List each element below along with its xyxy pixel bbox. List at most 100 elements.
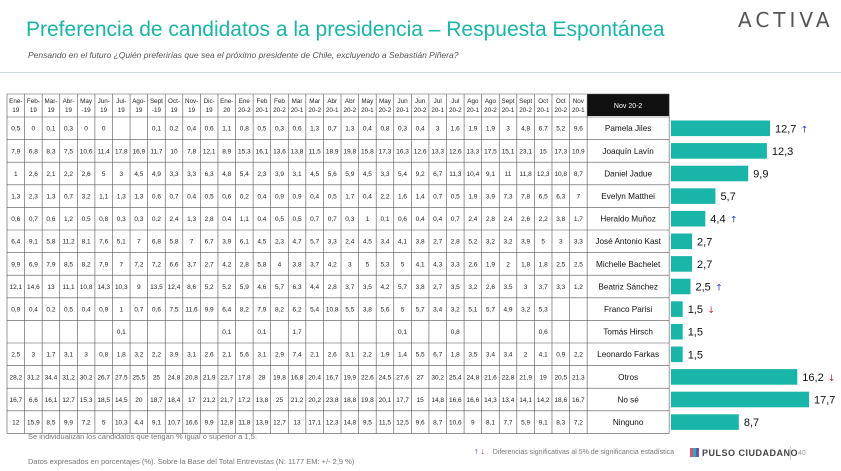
table-cell: 0: [84, 126, 88, 133]
table-cell: 4,8: [521, 126, 530, 133]
table-cell: 0,5: [64, 307, 73, 314]
table-cell: 13,8: [256, 397, 269, 404]
table-cell: 10,6: [449, 420, 462, 427]
table-cell: 5: [401, 261, 405, 268]
table-cell: 5,4: [310, 307, 319, 314]
table-cell: 0,4: [363, 126, 372, 133]
table-cell: 4,7: [293, 239, 302, 246]
table-cell: 1,8: [117, 352, 126, 359]
period-header-line2: 20-2: [414, 107, 427, 114]
table-cell: 2,6: [521, 216, 530, 223]
table-cell: 0,7: [328, 126, 337, 133]
table-cell: 6,7: [433, 352, 442, 359]
table-cell: 3: [559, 239, 563, 246]
table-cell: 3,5: [504, 284, 513, 291]
table-cell: 14,3: [97, 284, 110, 291]
table-cell: 21,6: [484, 374, 497, 381]
table-cell: 0,4: [82, 307, 91, 314]
table-cell: 1,7: [293, 329, 302, 336]
period-header-line2: 19: [188, 107, 196, 114]
table-cell: 7,2: [152, 261, 161, 268]
table-cell: 0,6: [11, 216, 20, 223]
period-header-line2: 19: [12, 107, 20, 114]
table-cell: 11,7: [150, 148, 163, 155]
table-cell: 0: [102, 126, 106, 133]
table-cell: 17,3: [379, 148, 392, 155]
table-cell: 5,5: [416, 352, 425, 359]
table-cell: 2,2: [539, 216, 548, 223]
table-cell: 0,4: [187, 126, 196, 133]
table-cell: 5,5: [345, 307, 354, 314]
table-cell: 7,6: [99, 239, 108, 246]
table-cell: 1,4: [398, 352, 407, 359]
period-header-line2: 20-1: [431, 107, 444, 114]
table-cell: 19,8: [273, 374, 286, 381]
table-cell: 31,2: [62, 374, 75, 381]
table-cell: 3: [32, 352, 36, 359]
table-cell: 0,6: [293, 126, 302, 133]
candidate-label: Michelle Bachelet: [596, 260, 661, 269]
page-separator: [790, 446, 791, 460]
table-cell: 3,7: [310, 261, 319, 268]
table-cell: 12,6: [414, 148, 427, 155]
table-cell: 5,3: [380, 261, 389, 268]
table-cell: 30,2: [80, 374, 93, 381]
table-cell: 0,2: [46, 307, 55, 314]
table-cell: 20,4: [308, 374, 321, 381]
table-cell: 4,4: [310, 284, 319, 291]
table-cell: 3,9: [169, 352, 178, 359]
table-cell: 1,7: [345, 194, 354, 201]
table-cell: 3,4: [504, 352, 513, 359]
table-cell: 6,4: [11, 239, 20, 246]
table-cell: 13,3: [467, 148, 480, 155]
table-cell: 16,9: [133, 148, 146, 155]
table-cell: 10,8: [326, 307, 339, 314]
table-cell: 1,3: [117, 194, 126, 201]
table-cell: 12: [12, 420, 20, 427]
table-cell: 0,2: [152, 216, 161, 223]
table-cell: 0,8: [240, 126, 249, 133]
period-header-line2: 20-2: [238, 107, 251, 114]
table-cell: 14,2: [537, 397, 550, 404]
table-cell: 8,9: [222, 148, 231, 155]
table-cell: 5,7: [310, 239, 319, 246]
table-cell: 4,2: [380, 284, 389, 291]
table-cell: 3,1: [345, 352, 354, 359]
arrow-down-icon: ↓: [480, 446, 485, 456]
table-cell: 0,5: [451, 194, 460, 201]
table-cell: 14,1: [519, 397, 532, 404]
table-cell: 2,5: [556, 261, 565, 268]
table-cell: 2,2: [574, 352, 583, 359]
table-cell: 9,9: [205, 420, 214, 427]
period-header-line2: 20-2: [308, 107, 321, 114]
table-cell: 0,4: [257, 216, 266, 223]
period-header-line2: 20-1: [361, 107, 374, 114]
table-cell: 0,4: [187, 194, 196, 201]
table-cell: 5,9: [240, 284, 249, 291]
period-header-line2: 20-1: [256, 107, 269, 114]
table-cell: 10,8: [80, 284, 93, 291]
table-cell: 5,2: [556, 126, 565, 133]
table-cell: 3: [84, 352, 88, 359]
table-cell: 0,9: [275, 194, 284, 201]
table-cell: 3,8: [416, 239, 425, 246]
table-cell: 0,7: [134, 307, 143, 314]
candidate-label: Otros: [618, 373, 638, 382]
table-cell: 2,6: [328, 352, 337, 359]
table-cell: 15,9: [27, 420, 40, 427]
table-cell: 7: [577, 194, 581, 201]
bar-value-label: 16,2: [802, 372, 823, 384]
table-cell: 2,6: [82, 171, 91, 178]
activa-logo: ACTIVA: [738, 8, 834, 32]
table-cell: 4,1: [398, 239, 407, 246]
candidate-label: No sé: [617, 395, 639, 404]
table-cell: 7,9: [257, 307, 266, 314]
table-cell: 2: [506, 261, 510, 268]
table-cell: 6,6: [29, 397, 38, 404]
table-cell: 16,8: [291, 374, 304, 381]
period-header-line1: Nov: [573, 98, 585, 105]
table-cell: 0,3: [117, 216, 126, 223]
period-header-line1: Feb-: [27, 98, 40, 105]
table-cell: 0,8: [451, 329, 460, 336]
period-header-line2: 19: [206, 107, 214, 114]
